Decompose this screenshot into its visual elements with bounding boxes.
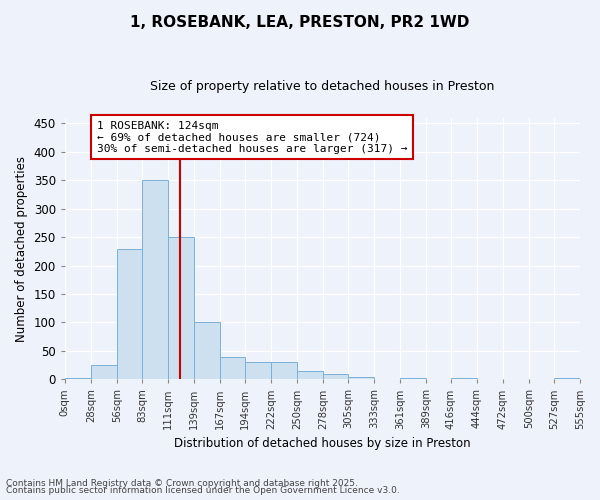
Bar [65,378,91,380]
Title: Size of property relative to detached houses in Preston: Size of property relative to detached ho… [150,80,494,93]
Bar [348,377,374,380]
Bar [194,322,220,380]
Bar [271,362,297,380]
X-axis label: Distribution of detached houses by size in Preston: Distribution of detached houses by size … [174,437,471,450]
Bar [142,180,168,380]
Bar [297,372,323,380]
Bar [245,362,271,380]
Bar [554,378,580,380]
Bar [451,378,477,380]
Bar [323,374,348,380]
Text: 1, ROSEBANK, LEA, PRESTON, PR2 1WD: 1, ROSEBANK, LEA, PRESTON, PR2 1WD [130,15,470,30]
Y-axis label: Number of detached properties: Number of detached properties [15,156,28,342]
Text: 1 ROSEBANK: 124sqm
← 69% of detached houses are smaller (724)
30% of semi-detach: 1 ROSEBANK: 124sqm ← 69% of detached hou… [97,120,407,154]
Text: Contains HM Land Registry data © Crown copyright and database right 2025.: Contains HM Land Registry data © Crown c… [6,478,358,488]
Text: Contains public sector information licensed under the Open Government Licence v3: Contains public sector information licen… [6,486,400,495]
Bar [400,378,426,380]
Bar [117,248,142,380]
Bar [220,356,245,380]
Bar [168,237,194,380]
Bar [91,365,117,380]
